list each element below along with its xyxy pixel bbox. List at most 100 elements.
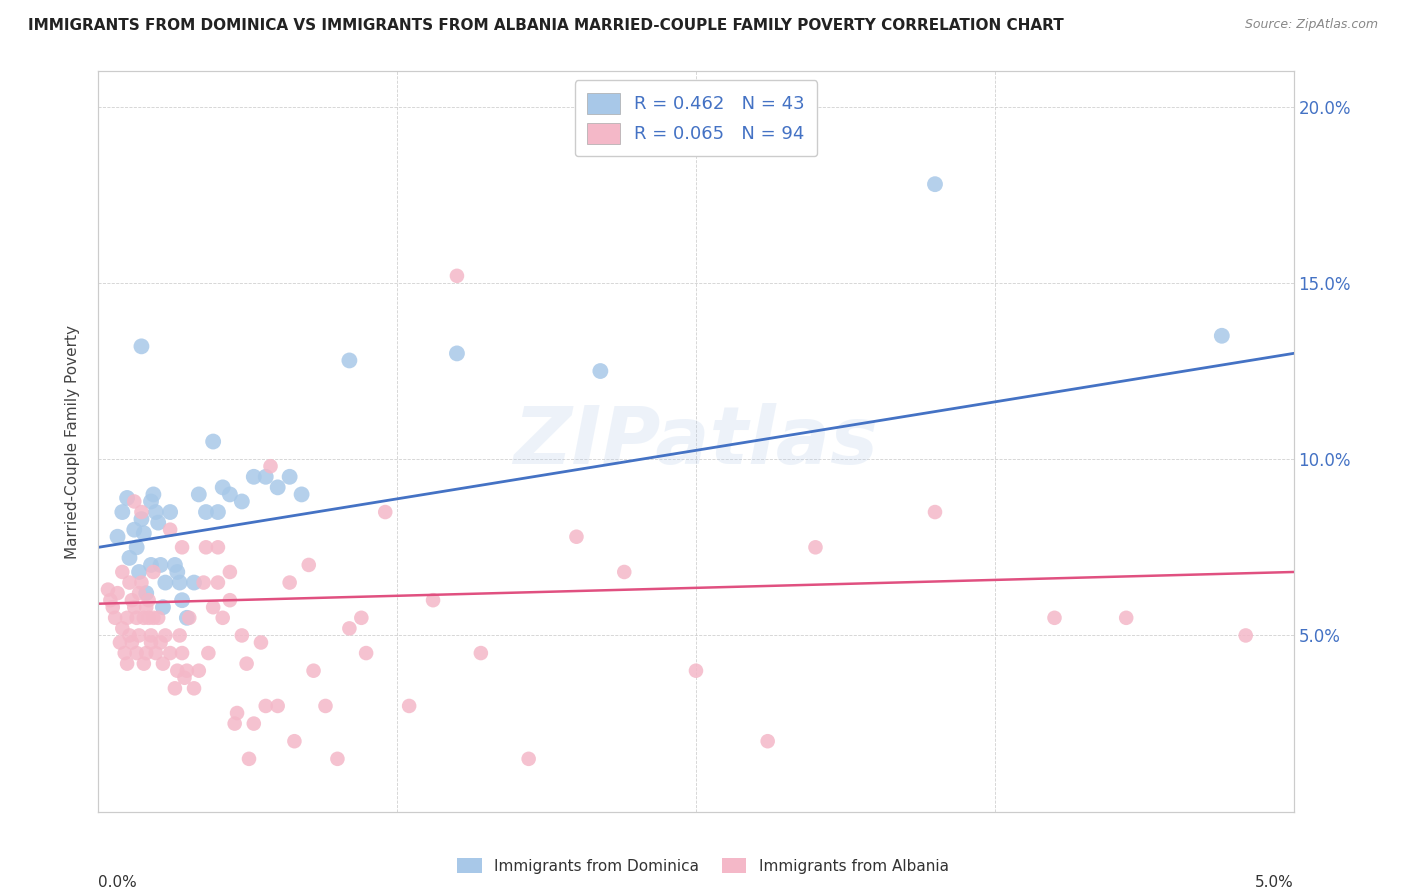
Point xyxy=(176,664,198,678)
Point xyxy=(169,575,191,590)
Point xyxy=(169,628,191,642)
Point xyxy=(187,664,209,678)
Point xyxy=(111,505,134,519)
Point xyxy=(202,600,225,615)
Point xyxy=(207,575,229,590)
Point xyxy=(173,671,195,685)
Point xyxy=(278,470,301,484)
Point xyxy=(339,621,361,635)
Point xyxy=(470,646,492,660)
Point xyxy=(339,353,361,368)
Point xyxy=(267,480,290,494)
Point xyxy=(114,646,136,660)
Point xyxy=(238,752,260,766)
Point xyxy=(172,646,194,660)
Point xyxy=(243,470,266,484)
Point xyxy=(197,646,219,660)
Legend: R = 0.462   N = 43, R = 0.065   N = 94: R = 0.462 N = 43, R = 0.065 N = 94 xyxy=(575,80,817,156)
Point xyxy=(195,505,218,519)
Point xyxy=(111,621,134,635)
Point xyxy=(446,346,468,360)
Point xyxy=(149,558,172,572)
Point xyxy=(398,698,420,713)
Point xyxy=(118,550,141,565)
Point xyxy=(183,575,205,590)
Point xyxy=(219,565,242,579)
Point xyxy=(108,635,131,649)
Point xyxy=(207,541,229,555)
Point xyxy=(139,628,162,642)
Point xyxy=(145,505,167,519)
Point xyxy=(115,491,138,505)
Point xyxy=(107,530,129,544)
Point xyxy=(756,734,779,748)
Point xyxy=(924,177,946,191)
Point xyxy=(446,268,468,283)
Point xyxy=(1234,628,1257,642)
Point xyxy=(135,586,157,600)
Point xyxy=(219,593,242,607)
Legend: Immigrants from Dominica, Immigrants from Albania: Immigrants from Dominica, Immigrants fro… xyxy=(451,852,955,880)
Point xyxy=(125,541,148,555)
Point xyxy=(291,487,314,501)
Point xyxy=(97,582,120,597)
Point xyxy=(163,558,186,572)
Point xyxy=(107,586,129,600)
Point xyxy=(155,628,177,642)
Point xyxy=(128,628,150,642)
Point xyxy=(259,459,281,474)
Point xyxy=(98,593,122,607)
Point xyxy=(138,593,160,607)
Point xyxy=(231,628,253,642)
Point xyxy=(138,611,160,625)
Point xyxy=(121,593,143,607)
Text: 5.0%: 5.0% xyxy=(1254,875,1294,889)
Point xyxy=(211,611,233,625)
Point xyxy=(374,505,396,519)
Point xyxy=(131,505,153,519)
Point xyxy=(118,575,141,590)
Point xyxy=(283,734,305,748)
Point xyxy=(132,526,155,541)
Point xyxy=(804,541,827,555)
Point xyxy=(152,600,174,615)
Point xyxy=(254,470,277,484)
Point xyxy=(202,434,225,449)
Point xyxy=(145,646,167,660)
Point xyxy=(685,664,707,678)
Point xyxy=(195,541,218,555)
Point xyxy=(613,565,636,579)
Point xyxy=(139,558,162,572)
Point xyxy=(211,480,233,494)
Point xyxy=(132,611,155,625)
Point xyxy=(124,494,146,508)
Point xyxy=(115,657,138,671)
Point xyxy=(315,698,337,713)
Point xyxy=(254,698,277,713)
Point xyxy=(326,752,349,766)
Point xyxy=(131,512,153,526)
Point xyxy=(422,593,444,607)
Point xyxy=(148,516,170,530)
Point xyxy=(589,364,612,378)
Text: ZIPatlas: ZIPatlas xyxy=(513,402,879,481)
Point xyxy=(354,646,377,660)
Point xyxy=(115,611,138,625)
Point xyxy=(124,600,146,615)
Point xyxy=(219,487,242,501)
Point xyxy=(166,565,188,579)
Point xyxy=(302,664,325,678)
Point xyxy=(924,505,946,519)
Y-axis label: Married-Couple Family Poverty: Married-Couple Family Poverty xyxy=(65,325,80,558)
Point xyxy=(118,628,141,642)
Point xyxy=(159,505,181,519)
Text: Source: ZipAtlas.com: Source: ZipAtlas.com xyxy=(1244,18,1378,31)
Point xyxy=(149,635,172,649)
Text: 0.0%: 0.0% xyxy=(98,875,138,889)
Point xyxy=(565,530,588,544)
Point xyxy=(125,611,148,625)
Point xyxy=(1115,611,1137,625)
Point xyxy=(135,600,157,615)
Point xyxy=(142,611,165,625)
Point xyxy=(159,523,181,537)
